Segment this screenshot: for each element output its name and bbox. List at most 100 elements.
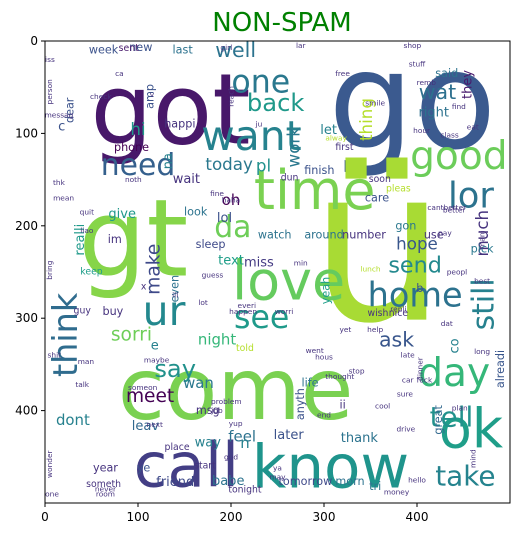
word-one: one <box>231 65 290 101</box>
word-tell: tell <box>430 401 474 434</box>
word-pick: pick <box>471 242 494 255</box>
word-na: na <box>161 153 176 169</box>
word-may: may <box>269 473 286 482</box>
word-hi: hi <box>130 119 145 139</box>
word-noth: noth <box>125 175 142 184</box>
word-gt: gt <box>78 178 188 302</box>
word-b: b <box>416 282 423 295</box>
word-week: week <box>89 44 119 57</box>
word-pay: pay <box>438 229 452 238</box>
word-say: say <box>154 355 196 383</box>
word-peopl: peopl <box>447 268 468 277</box>
word-fine: fine <box>210 189 224 198</box>
word-mean: mean <box>53 194 74 203</box>
word-gon: gon <box>395 219 416 232</box>
word-happi: happi <box>164 118 195 131</box>
y-tick-label: 100 <box>15 126 38 140</box>
word-oh: oh <box>222 191 241 209</box>
word-know: know <box>252 433 409 502</box>
word-soon: soon <box>369 174 391 185</box>
word-ur: ur <box>143 287 186 335</box>
word-well: well <box>215 38 256 62</box>
word-told: told <box>236 343 254 354</box>
word-wan: wan <box>183 374 214 392</box>
word-amp: amp <box>144 84 157 109</box>
word-plan: plan <box>452 403 468 412</box>
word-place: place <box>165 442 190 453</box>
word-around: around <box>304 229 343 242</box>
word-today: today <box>205 154 253 174</box>
word-start: start <box>194 461 216 472</box>
word-ask: ask <box>379 327 414 351</box>
word-friend: friend <box>156 475 194 490</box>
word-best: best <box>474 277 490 286</box>
word-great: great <box>432 404 445 434</box>
word-sure: sure <box>397 389 413 398</box>
word-lor: lor <box>448 176 494 217</box>
word-make: make <box>143 244 164 295</box>
word-they: they <box>461 70 476 99</box>
y-tick-label: 0 <box>30 34 38 48</box>
word-person: person <box>45 79 54 105</box>
word-girl: girl <box>220 43 232 52</box>
y-tick-label: 200 <box>15 219 38 233</box>
word-problem: problem <box>211 397 242 406</box>
word-much: much <box>472 210 492 257</box>
word-messag: messag <box>45 110 74 119</box>
word-finish: finish <box>304 164 334 177</box>
word-gud: gud <box>224 452 238 461</box>
word-ju: ju <box>255 120 263 129</box>
x-tick-label: 400 <box>406 510 429 524</box>
word-da: da <box>214 210 251 245</box>
word-job: job <box>210 406 223 415</box>
word-dinner: dinner <box>415 356 424 381</box>
word-went: went <box>306 346 324 355</box>
word-use: use <box>424 229 444 242</box>
word-better: better <box>443 206 467 215</box>
word-dear: dear <box>64 97 77 123</box>
y-axis: 0 100 200 300 400 <box>15 34 45 418</box>
word-hope: hope <box>396 233 438 253</box>
chart-title: NON-SPAM <box>212 8 351 38</box>
word-hous: hous <box>315 353 333 362</box>
word-sorri: sorri <box>111 324 152 345</box>
x-axis: 0 100 200 300 400 <box>41 503 428 524</box>
word-lot: lot <box>198 298 208 307</box>
word-lol: lol <box>217 211 232 226</box>
word-done: done <box>40 489 59 498</box>
word-last: last <box>173 44 194 57</box>
word-eat: eat <box>467 122 479 131</box>
word-x: x <box>141 281 147 292</box>
word-c: c <box>58 119 65 134</box>
word-pl: pl <box>256 156 271 176</box>
word-right: right <box>418 106 449 121</box>
word-sleep: sleep <box>196 238 226 251</box>
word-ill: ill <box>172 291 178 300</box>
word-miss: miss <box>244 255 274 270</box>
word-cantbetter: cantbetter <box>427 203 467 212</box>
plot-frame <box>44 40 511 504</box>
word-life: life <box>302 376 319 389</box>
word-way: way <box>195 435 222 450</box>
word-alway: alway <box>325 134 347 143</box>
word-time: time <box>254 159 376 222</box>
word-shop: shop <box>403 41 421 50</box>
word-think: think <box>46 292 85 377</box>
word-someth: someth <box>86 479 121 490</box>
word-phone: phone <box>114 141 149 154</box>
word-happen: happen <box>229 307 257 316</box>
word-year: year <box>93 461 118 474</box>
word-man: man <box>78 357 95 366</box>
word-leav: leav <box>132 419 160 434</box>
word-stuff: stuff <box>409 60 426 69</box>
word-love: love <box>232 250 345 313</box>
word-remb: remb <box>417 78 437 87</box>
word-meet: meet <box>126 386 174 407</box>
word-watch: watch <box>258 229 292 242</box>
word-sent: sent <box>119 43 139 54</box>
word-dun: dun <box>281 172 299 183</box>
word-tonight: tonight <box>228 485 262 496</box>
word-thing: thing <box>356 98 376 141</box>
word-wait: wait <box>173 172 200 187</box>
word-good: good <box>410 134 507 179</box>
